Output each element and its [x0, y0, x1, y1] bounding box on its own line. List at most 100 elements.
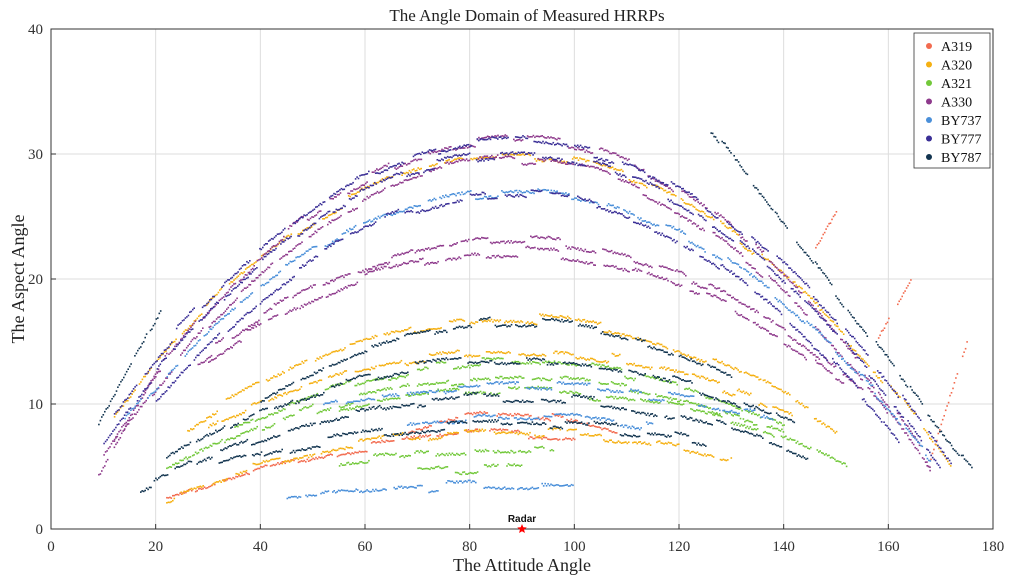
data-point	[541, 438, 543, 440]
data-point	[595, 426, 597, 428]
data-point	[731, 404, 733, 406]
data-point	[275, 274, 277, 277]
data-point	[166, 467, 168, 470]
data-point	[563, 390, 566, 393]
data-point	[465, 391, 467, 394]
data-point	[700, 375, 703, 378]
data-point	[197, 340, 200, 342]
data-point	[497, 195, 499, 197]
data-point	[210, 328, 213, 331]
data-point	[453, 257, 456, 260]
data-point	[403, 456, 406, 459]
data-point	[271, 458, 274, 461]
data-point	[363, 392, 365, 395]
data-point	[601, 428, 603, 431]
data-point	[101, 470, 103, 472]
data-point	[250, 324, 253, 326]
data-point	[620, 368, 623, 371]
data-point	[351, 343, 353, 345]
data-point	[134, 405, 137, 408]
data-point	[183, 457, 186, 460]
data-point	[356, 405, 358, 407]
data-point	[537, 435, 539, 438]
data-point	[568, 437, 570, 440]
data-point	[334, 218, 336, 221]
data-point	[709, 283, 712, 286]
data-point	[905, 402, 908, 404]
data-point	[190, 487, 193, 490]
data-point	[439, 196, 441, 199]
data-point	[315, 299, 318, 301]
data-layer	[98, 132, 973, 504]
data-point	[656, 441, 658, 444]
data-point	[610, 152, 613, 155]
data-point	[617, 154, 620, 157]
data-point	[718, 215, 721, 217]
data-point	[246, 472, 249, 475]
data-point	[500, 429, 503, 432]
data-point	[757, 311, 759, 314]
data-point	[858, 374, 861, 377]
data-point	[770, 321, 773, 323]
data-point	[170, 466, 173, 468]
data-point	[772, 319, 774, 322]
data-point	[696, 359, 698, 361]
data-point	[474, 157, 477, 160]
data-point	[355, 192, 357, 195]
data-point	[861, 378, 864, 381]
data-point	[476, 471, 479, 473]
data-point	[501, 431, 503, 434]
data-point	[512, 191, 515, 194]
data-point	[394, 397, 397, 400]
data-point	[242, 272, 244, 275]
data-point	[327, 244, 330, 246]
data-point	[253, 427, 256, 430]
data-point	[347, 452, 349, 454]
data-point	[377, 379, 380, 381]
data-point	[506, 153, 508, 155]
data-point	[640, 263, 643, 266]
data-point	[577, 247, 579, 249]
data-point	[680, 198, 683, 200]
data-point	[716, 381, 719, 384]
data-point	[403, 179, 406, 182]
data-point	[388, 388, 390, 390]
data-point	[307, 456, 310, 459]
data-point	[659, 180, 661, 183]
data-point	[454, 454, 457, 456]
data-point	[312, 284, 315, 286]
data-point	[394, 184, 397, 186]
data-point	[270, 308, 273, 310]
data-point	[497, 350, 500, 353]
data-point	[868, 365, 870, 367]
data-point	[451, 388, 454, 390]
data-point	[792, 439, 795, 441]
data-point	[651, 184, 654, 187]
data-point	[472, 472, 474, 475]
data-point	[484, 358, 487, 361]
data-point	[276, 274, 279, 277]
data-point	[318, 297, 320, 299]
data-point	[550, 378, 553, 380]
data-point	[370, 392, 373, 394]
data-point	[102, 466, 105, 469]
data-point	[834, 458, 836, 461]
data-point	[319, 297, 322, 299]
data-point	[374, 437, 376, 439]
data-point	[236, 297, 238, 300]
data-point	[621, 382, 623, 385]
data-point	[344, 347, 346, 349]
data-point	[476, 237, 479, 239]
data-point	[560, 258, 563, 261]
data-point	[704, 395, 706, 397]
data-point	[448, 146, 451, 148]
data-point	[244, 431, 247, 433]
data-point	[235, 393, 238, 396]
data-point	[479, 410, 481, 413]
data-point	[633, 179, 635, 182]
data-point	[487, 351, 489, 353]
data-point	[423, 436, 426, 438]
data-point	[315, 245, 318, 248]
data-point	[611, 352, 614, 355]
data-point	[253, 265, 255, 267]
